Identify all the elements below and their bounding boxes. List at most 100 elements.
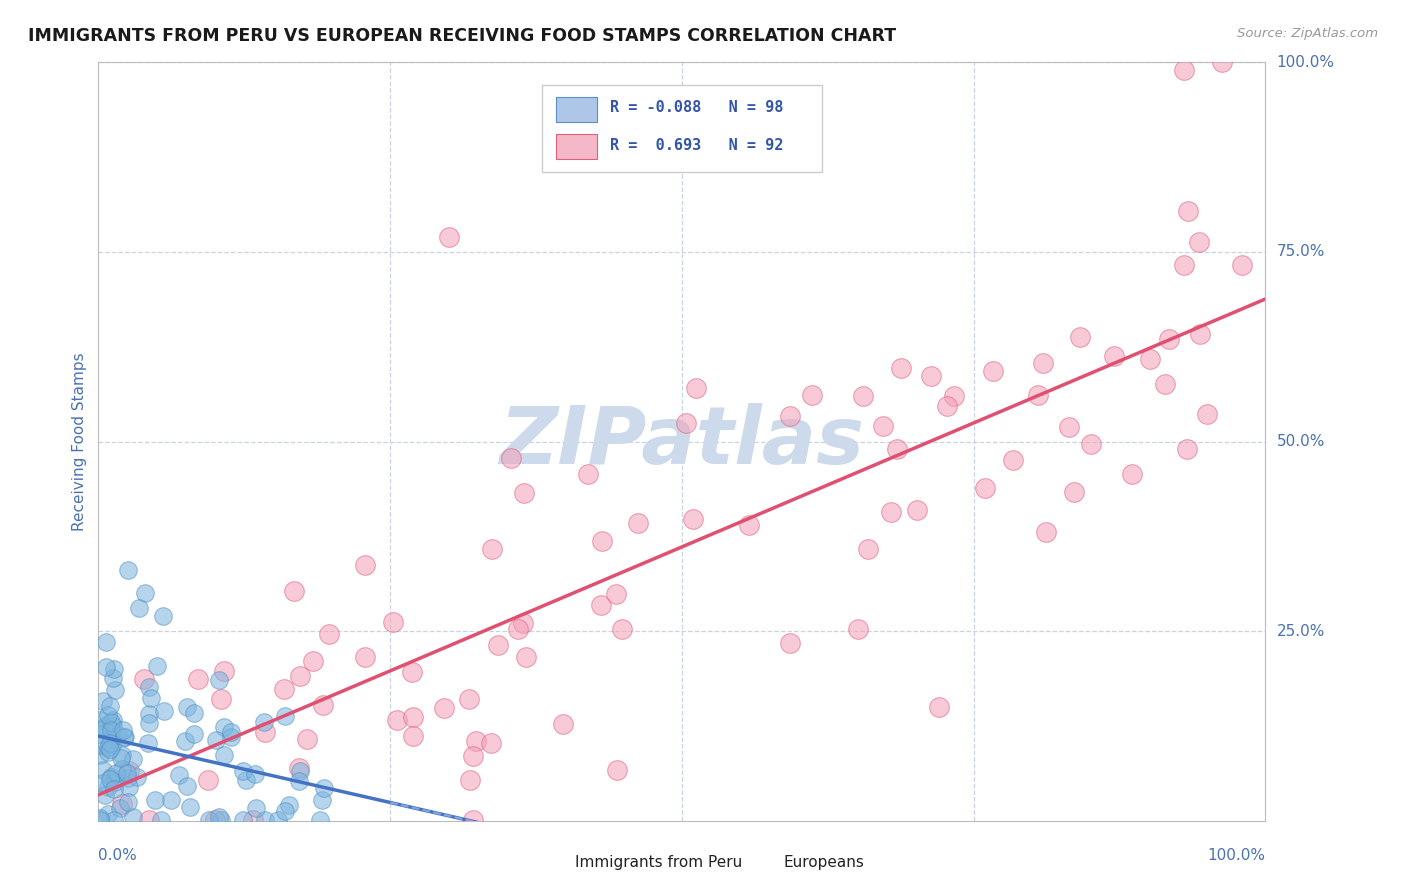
Point — [1035, 524, 1057, 539]
Point — [232, 764, 254, 778]
Point — [93, 722, 115, 736]
Point — [283, 584, 305, 599]
Text: 0.0%: 0.0% — [98, 848, 138, 863]
Point — [981, 364, 1004, 378]
Text: Europeans: Europeans — [783, 855, 865, 870]
Point — [685, 382, 707, 396]
Point — [183, 706, 205, 721]
Point — [98, 742, 121, 756]
Point — [125, 770, 148, 784]
Point — [242, 813, 264, 827]
Point — [301, 654, 323, 668]
Point — [89, 748, 111, 763]
Point — [457, 692, 479, 706]
Point — [100, 731, 122, 746]
Text: 25.0%: 25.0% — [1277, 624, 1324, 639]
Point — [1032, 357, 1054, 371]
Point — [101, 719, 124, 733]
Point — [97, 707, 120, 722]
Point — [90, 738, 112, 752]
Point — [235, 773, 257, 788]
Point — [278, 798, 301, 813]
Point — [551, 716, 574, 731]
Point — [136, 736, 159, 750]
Point — [920, 369, 942, 384]
Point — [91, 694, 114, 708]
Point — [402, 729, 425, 743]
Point — [100, 723, 122, 737]
Point — [243, 767, 266, 781]
Point — [96, 660, 118, 674]
Point — [101, 714, 124, 728]
Point — [605, 586, 627, 600]
Point — [117, 564, 139, 578]
Point — [101, 672, 124, 686]
Point — [402, 710, 425, 724]
Point — [501, 450, 523, 465]
Point — [1057, 420, 1080, 434]
Point — [208, 673, 231, 687]
Point — [312, 698, 335, 713]
Text: 50.0%: 50.0% — [1277, 434, 1324, 449]
Point — [295, 732, 318, 747]
Point — [1121, 467, 1143, 481]
Point — [209, 813, 232, 827]
Point — [138, 813, 160, 827]
Point — [212, 664, 235, 678]
Point — [627, 516, 650, 530]
Point — [101, 738, 124, 752]
Point — [354, 650, 377, 665]
Point — [1189, 326, 1212, 341]
Point — [318, 627, 340, 641]
Point — [176, 780, 198, 794]
Point — [354, 558, 377, 572]
Point — [381, 615, 404, 629]
Point — [103, 781, 125, 796]
Text: 75.0%: 75.0% — [1277, 244, 1324, 260]
Point — [273, 708, 295, 723]
Point — [253, 724, 276, 739]
Point — [115, 766, 138, 780]
Point — [1173, 62, 1195, 77]
Point — [880, 505, 903, 519]
Point — [89, 713, 111, 727]
Point — [872, 419, 894, 434]
Point — [245, 801, 267, 815]
Point — [91, 776, 114, 790]
Point — [508, 622, 530, 636]
Point — [107, 728, 129, 742]
Point — [111, 797, 134, 811]
Point — [132, 672, 155, 686]
Point — [89, 813, 111, 827]
Point — [121, 752, 143, 766]
Point — [886, 442, 908, 456]
Point — [481, 542, 503, 557]
Point — [682, 512, 704, 526]
Point — [112, 730, 135, 744]
Point — [1230, 258, 1253, 272]
Point — [1104, 349, 1126, 363]
Point — [94, 634, 117, 648]
FancyBboxPatch shape — [555, 135, 596, 160]
Point — [221, 730, 243, 744]
Point — [94, 788, 117, 802]
Point — [1080, 437, 1102, 451]
Point — [309, 813, 332, 827]
FancyBboxPatch shape — [752, 853, 778, 871]
Point — [273, 681, 295, 696]
Point — [111, 762, 134, 776]
Point — [1173, 258, 1195, 272]
Point — [179, 800, 201, 814]
Point — [253, 714, 276, 729]
Point — [150, 813, 173, 827]
Point — [160, 793, 183, 807]
Point — [232, 813, 254, 827]
Point — [479, 736, 502, 750]
Point — [105, 766, 128, 780]
Point — [287, 774, 309, 789]
Point — [1153, 377, 1175, 392]
Point — [591, 598, 613, 612]
Point — [112, 723, 135, 738]
Text: R = -0.088   N = 98: R = -0.088 N = 98 — [610, 101, 783, 115]
FancyBboxPatch shape — [555, 96, 596, 121]
